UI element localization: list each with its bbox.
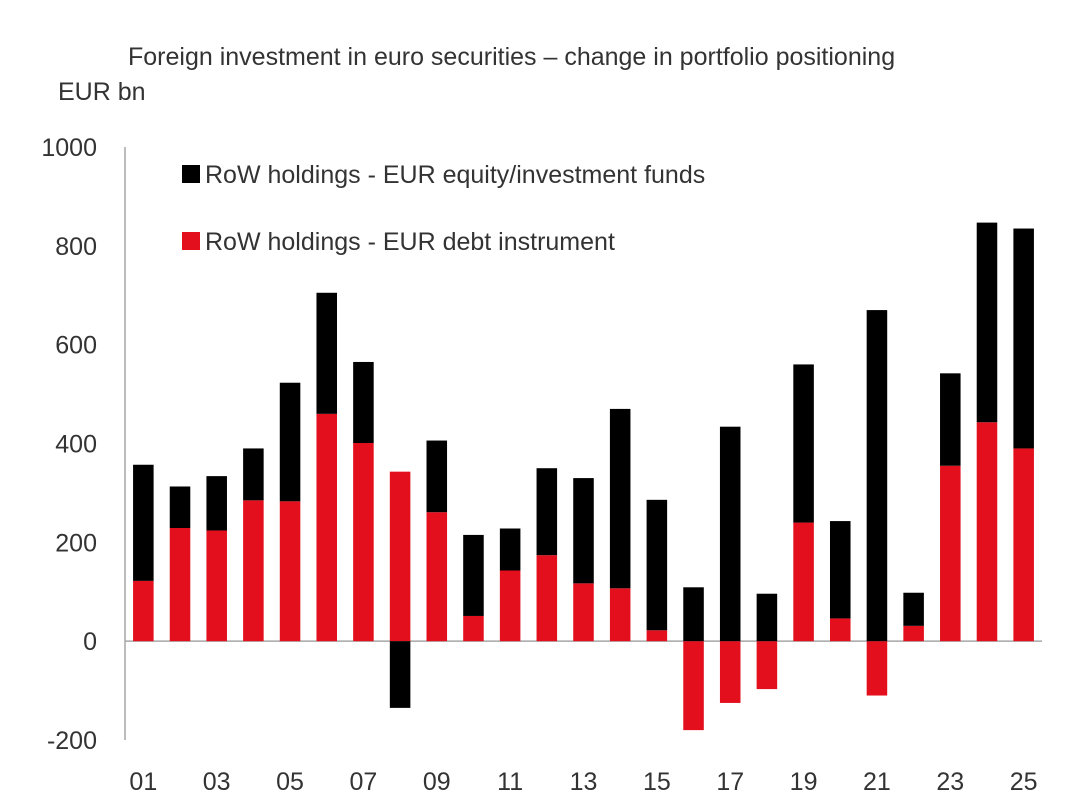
- bar-equity-09: [426, 440, 448, 513]
- y-tick-label: 200: [55, 529, 97, 557]
- x-tick-label: 11: [497, 768, 523, 796]
- bar-equity-04: [243, 448, 264, 501]
- bar-debt-12: [536, 555, 558, 642]
- bar-debt-10: [463, 615, 484, 642]
- bar-debt-13: [573, 583, 594, 642]
- bar-debt-11: [499, 570, 521, 642]
- bar-debt-24: [976, 422, 998, 642]
- bar-equity-03: [206, 476, 227, 531]
- y-tick-label: -200: [47, 727, 97, 755]
- bar-equity-16: [683, 587, 704, 642]
- bar-equity-13: [573, 478, 594, 584]
- bar-debt-16: [683, 641, 704, 731]
- bar-debt-21: [866, 641, 888, 696]
- x-tick-label: 05: [276, 768, 304, 796]
- x-tick-label: 23: [936, 768, 964, 796]
- bar-equity-19: [793, 364, 814, 523]
- bar-equity-23: [940, 373, 961, 466]
- bar-equity-14: [609, 408, 631, 589]
- y-tick-label: 1000: [41, 134, 97, 162]
- bar-debt-22: [903, 625, 924, 642]
- bar-equity-02: [169, 486, 191, 528]
- bar-debt-23: [940, 465, 961, 642]
- bar-debt-14: [609, 588, 631, 642]
- bar-equity-25: [1013, 228, 1034, 449]
- y-tick-label: 400: [55, 431, 97, 459]
- bar-debt-06: [316, 413, 338, 642]
- legend-label: RoW holdings - EUR equity/investment fun…: [205, 161, 705, 189]
- bar-debt-05: [279, 501, 301, 642]
- bar-debt-20: [829, 618, 851, 642]
- bar-debt-09: [426, 512, 448, 642]
- bar-debt-01: [133, 580, 154, 642]
- legend-label: RoW holdings - EUR debt instrument: [205, 228, 615, 256]
- bar-debt-03: [206, 530, 227, 642]
- bar-debt-25: [1013, 448, 1034, 642]
- y-tick-label: 800: [55, 233, 97, 261]
- bar-debt-02: [169, 528, 191, 642]
- chart-title: Foreign investment in euro securities – …: [128, 43, 895, 71]
- bar-debt-08: [389, 471, 411, 642]
- bar-equity-06: [316, 292, 338, 414]
- x-tick-label: 09: [423, 768, 451, 796]
- legend-swatch: [182, 232, 200, 250]
- y-axis-unit: EUR bn: [58, 78, 146, 106]
- bar-debt-15: [646, 630, 668, 642]
- x-tick-label: 01: [129, 768, 157, 796]
- bar-equity-01: [133, 464, 154, 581]
- bars: [133, 222, 1034, 731]
- x-tick-label: 25: [1010, 768, 1038, 796]
- bar-equity-07: [353, 361, 374, 443]
- x-tick-label: 19: [790, 768, 818, 796]
- axes: 1000 800 600 400 200 0 -200 01 03 05 07 09 11 13 15 17 1…: [41, 134, 1042, 796]
- bar-debt-07: [353, 443, 374, 642]
- x-tick-label: 03: [203, 768, 231, 796]
- x-tick-label: 13: [570, 768, 598, 796]
- bar-debt-17: [719, 641, 741, 703]
- y-tick-label: 600: [55, 332, 97, 360]
- x-tick-label: 17: [716, 768, 744, 796]
- bar-debt-18: [756, 641, 778, 690]
- x-tick-label: 07: [350, 768, 378, 796]
- bar-equity-18: [756, 593, 778, 642]
- legend: RoW holdings - EUR equity/investment fun…: [182, 161, 705, 256]
- bar-equity-22: [903, 592, 924, 626]
- x-tick-label: 15: [643, 768, 671, 796]
- legend-swatch: [182, 165, 200, 183]
- bar-equity-12: [536, 468, 558, 556]
- x-tick-label: 21: [863, 768, 891, 796]
- bar-equity-10: [463, 534, 484, 616]
- bar-equity-05: [279, 382, 301, 502]
- bar-equity-15: [646, 499, 668, 631]
- bar-equity-21: [866, 310, 888, 642]
- y-tick-label: 0: [83, 628, 97, 656]
- bar-equity-11: [499, 528, 521, 571]
- bar-equity-17: [719, 426, 741, 642]
- bar-equity-08: [389, 641, 411, 708]
- bar-equity-20: [829, 521, 851, 619]
- bar-equity-24: [976, 222, 998, 423]
- bar-debt-19: [793, 522, 814, 642]
- bar-debt-04: [243, 500, 264, 642]
